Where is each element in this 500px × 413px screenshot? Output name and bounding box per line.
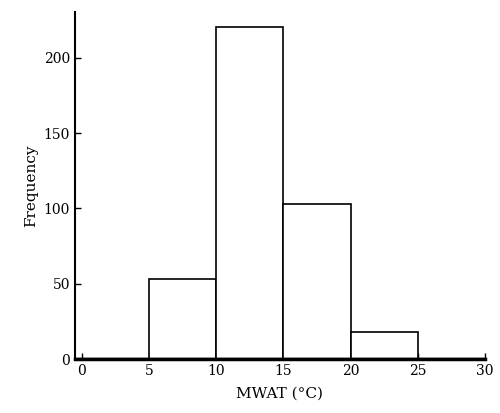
Y-axis label: Frequency: Frequency <box>24 145 38 227</box>
X-axis label: MWAT (°C): MWAT (°C) <box>236 387 324 401</box>
Bar <box>350 332 418 359</box>
Bar <box>149 279 216 359</box>
Bar <box>216 28 284 359</box>
Bar <box>284 204 350 359</box>
